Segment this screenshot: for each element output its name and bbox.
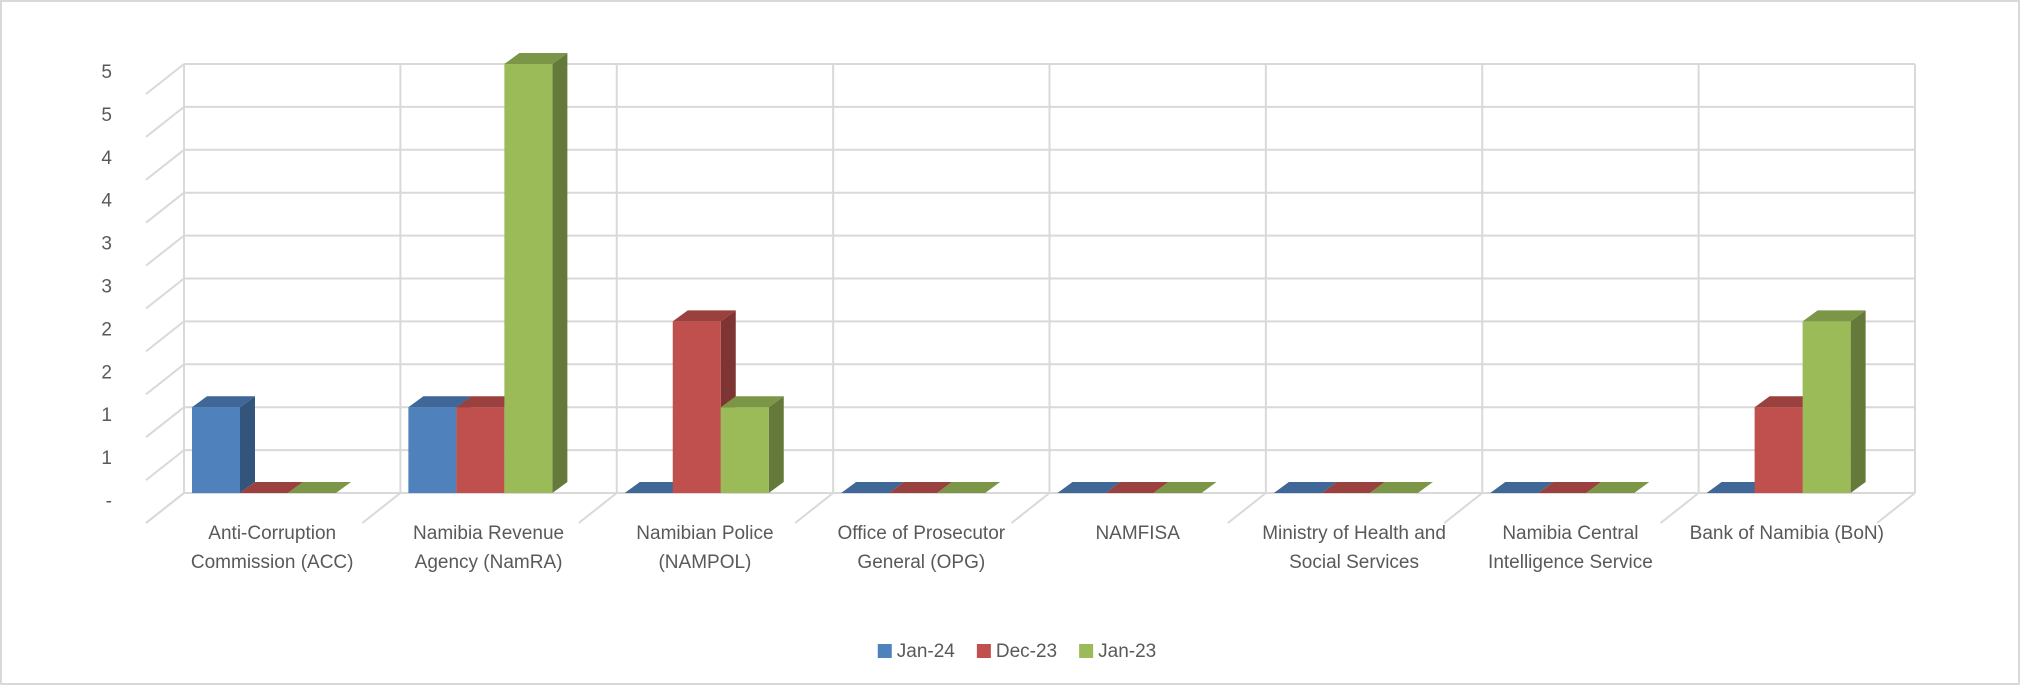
- y-tick-label: 5: [101, 62, 112, 83]
- x-tick-label: Bank of Namibia (BoN): [1690, 523, 1884, 544]
- x-tick-label-line: Namibian Police: [636, 523, 773, 544]
- y-tick-label: -: [106, 491, 112, 512]
- bar-top: [504, 53, 568, 64]
- x-tick-label-line: NAMFISA: [1095, 523, 1180, 544]
- y-tick-label: 5: [101, 105, 112, 126]
- bar-top: [1802, 310, 1866, 322]
- bar-top: [408, 396, 472, 408]
- floor-line: [1660, 492, 1700, 524]
- legend-swatch: [976, 644, 991, 658]
- y-tick-label: 3: [101, 234, 112, 255]
- grid-line-side: [145, 277, 185, 310]
- grid-line-side: [145, 106, 185, 138]
- y-tick-label: 4: [101, 191, 112, 212]
- bar: [841, 482, 905, 493]
- x-tick-label-line: (NAMPOL): [658, 552, 751, 573]
- y-tick-label: 1: [101, 405, 112, 426]
- x-tick-label-line: Intelligence Service: [1488, 552, 1653, 573]
- bar: [1153, 482, 1217, 493]
- x-tick-label-line: General (OPG): [857, 552, 985, 573]
- x-tick-label-line: Social Services: [1289, 552, 1419, 573]
- y-tick-label: 1: [101, 448, 112, 469]
- legend-swatch: [1079, 644, 1094, 658]
- legend-swatch: [877, 644, 892, 658]
- floor-line: [1443, 492, 1483, 524]
- bar: [672, 321, 721, 493]
- x-tick-label-line: Namibia Revenue: [413, 523, 564, 544]
- legend-label: Jan-24: [897, 641, 956, 662]
- y-tick-label: 2: [101, 362, 112, 383]
- x-tick-label-line: Anti-Corruption: [208, 523, 336, 544]
- bar-side: [768, 396, 784, 493]
- bar: [288, 482, 351, 493]
- bar-top: [672, 310, 736, 322]
- y-tick-label: 3: [101, 277, 112, 298]
- bar: [1586, 482, 1650, 493]
- x-tick-label-line: Agency (NamRA): [415, 552, 563, 573]
- x-tick-label: Ministry of Health and Social Services: [1262, 523, 1446, 573]
- bar-top: [456, 396, 520, 408]
- x-tick-label: Namibia Central Intelligence Service: [1488, 523, 1653, 573]
- x-tick-label: Namibia Revenue Agency (NamRA): [413, 523, 564, 573]
- bar: [624, 482, 688, 493]
- floor-line: [578, 492, 618, 524]
- floor-line: [1227, 492, 1267, 524]
- bar: [192, 407, 240, 493]
- grid-line-side: [145, 63, 185, 95]
- x-tick-label-line: Ministry of Health and: [1262, 523, 1446, 544]
- bar: [456, 407, 505, 493]
- legend-label: Jan-23: [1098, 641, 1156, 662]
- grid-line-side: [145, 363, 185, 396]
- bar: [1706, 482, 1770, 493]
- bar: [1538, 482, 1602, 493]
- bar-side: [1850, 310, 1866, 493]
- x-tick-label: Anti-Corruption Commission (ACC): [191, 523, 354, 573]
- bar-top: [1754, 396, 1818, 408]
- bar: [1369, 482, 1433, 493]
- x-tick-label-line: Namibia Central: [1502, 523, 1638, 544]
- legend: Jan-24 Dec-23 Jan-23: [877, 641, 1156, 662]
- y-tick-label: 4: [101, 148, 112, 169]
- bar: [1273, 482, 1337, 493]
- x-tick-label: Namibian Police (NAMPOL): [636, 523, 773, 573]
- y-tick-label: 2: [101, 319, 112, 340]
- bar: [240, 482, 303, 493]
- grid-line-side: [145, 449, 185, 481]
- grid-line-side: [145, 149, 185, 181]
- floor-line: [794, 492, 834, 524]
- bar-top: [720, 396, 784, 408]
- floor-line: [361, 492, 401, 524]
- bar: [720, 407, 769, 493]
- legend-label: Dec-23: [996, 641, 1057, 662]
- bar: [937, 482, 1001, 493]
- bar: [504, 64, 553, 493]
- x-tick-label-line: Commission (ACC): [191, 552, 354, 573]
- x-tick-label: Office of Prosecutor General (OPG): [838, 523, 1006, 573]
- bar: [1105, 482, 1169, 493]
- floor-line: [1010, 492, 1051, 524]
- bar-side: [240, 396, 255, 493]
- bar-side: [552, 53, 568, 493]
- x-tick-label-line: Bank of Namibia (BoN): [1690, 523, 1884, 544]
- bar: [1754, 407, 1803, 493]
- bar: [408, 407, 457, 493]
- bar: [1802, 321, 1851, 493]
- bar: [1490, 482, 1554, 493]
- bar-top: [192, 396, 255, 408]
- bar: [1321, 482, 1385, 493]
- floor-line: [145, 492, 185, 524]
- bar: [1057, 482, 1121, 493]
- grid-line-side: [145, 234, 185, 267]
- x-tick-label-line: Office of Prosecutor: [838, 523, 1006, 544]
- bar: [889, 482, 953, 493]
- grid-line-side: [145, 191, 185, 224]
- grid-line-side: [145, 406, 185, 438]
- x-tick-label: NAMFISA: [1095, 523, 1180, 544]
- grid-line-side: [145, 320, 185, 353]
- floor-line: [1876, 492, 1916, 524]
